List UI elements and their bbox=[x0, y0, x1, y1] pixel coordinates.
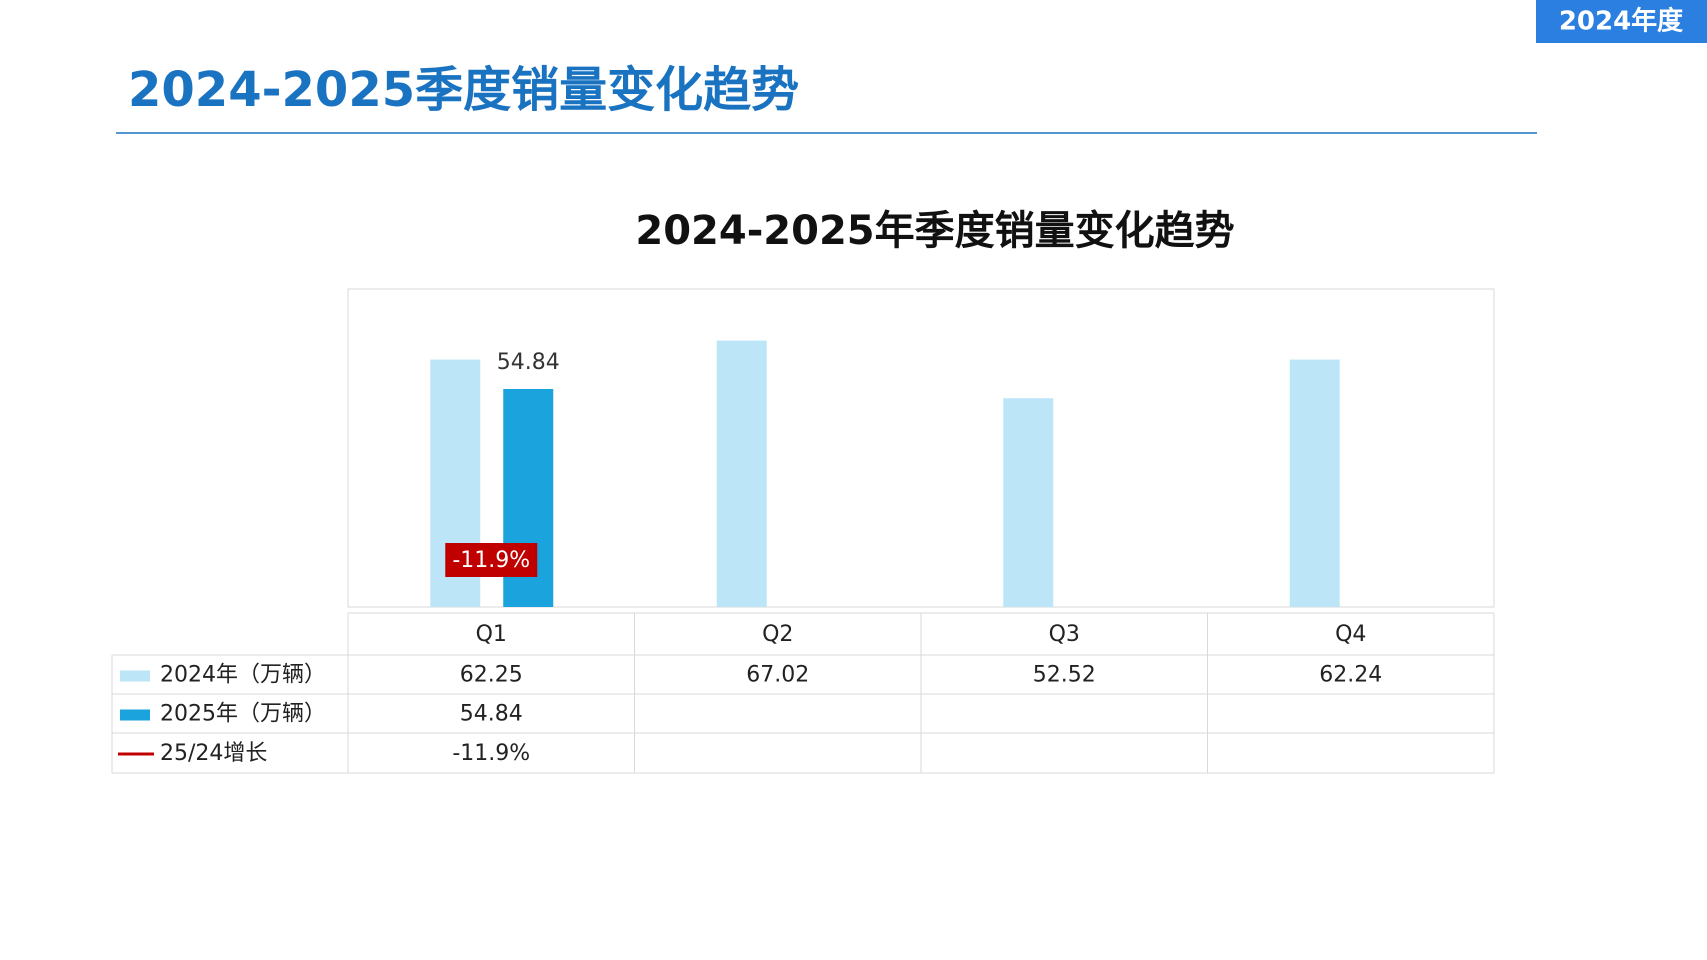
x-tick-label: Q2 bbox=[762, 622, 793, 647]
badge-bg bbox=[1536, 0, 1707, 43]
table-cell: 62.25 bbox=[460, 663, 523, 688]
legend-label: 25/24增长 bbox=[160, 741, 267, 766]
legend-swatch bbox=[120, 670, 150, 682]
growth-label-box bbox=[445, 543, 538, 577]
badge: 2024年度 bbox=[1559, 6, 1683, 37]
legend-label: 2024年（万辆） bbox=[160, 663, 326, 688]
table-cell: 54.84 bbox=[460, 702, 523, 727]
plot-area bbox=[347, 288, 1495, 608]
table-cell: 62.24 bbox=[1319, 663, 1382, 688]
table-cell: 52.52 bbox=[1033, 663, 1096, 688]
table-cell: -11.9% bbox=[452, 741, 530, 766]
x-tick-label: Q3 bbox=[1049, 622, 1080, 647]
bar bbox=[716, 340, 767, 607]
chart-title: 2024-2025年季度销量变化趋势 bbox=[635, 208, 1234, 254]
x-tick-label: Q1 bbox=[476, 622, 507, 647]
data-label: 54.84 bbox=[497, 350, 560, 375]
legend-swatch bbox=[120, 709, 150, 721]
legend-label: 2025年（万辆） bbox=[160, 702, 326, 727]
x-tick-label: Q4 bbox=[1335, 622, 1366, 647]
growth-label: -11.9% bbox=[452, 548, 530, 573]
bar bbox=[1289, 359, 1340, 607]
page-title: 2024-2025季度销量变化趋势 bbox=[128, 62, 799, 118]
bar bbox=[1003, 398, 1054, 607]
table-cell: 67.02 bbox=[746, 663, 809, 688]
